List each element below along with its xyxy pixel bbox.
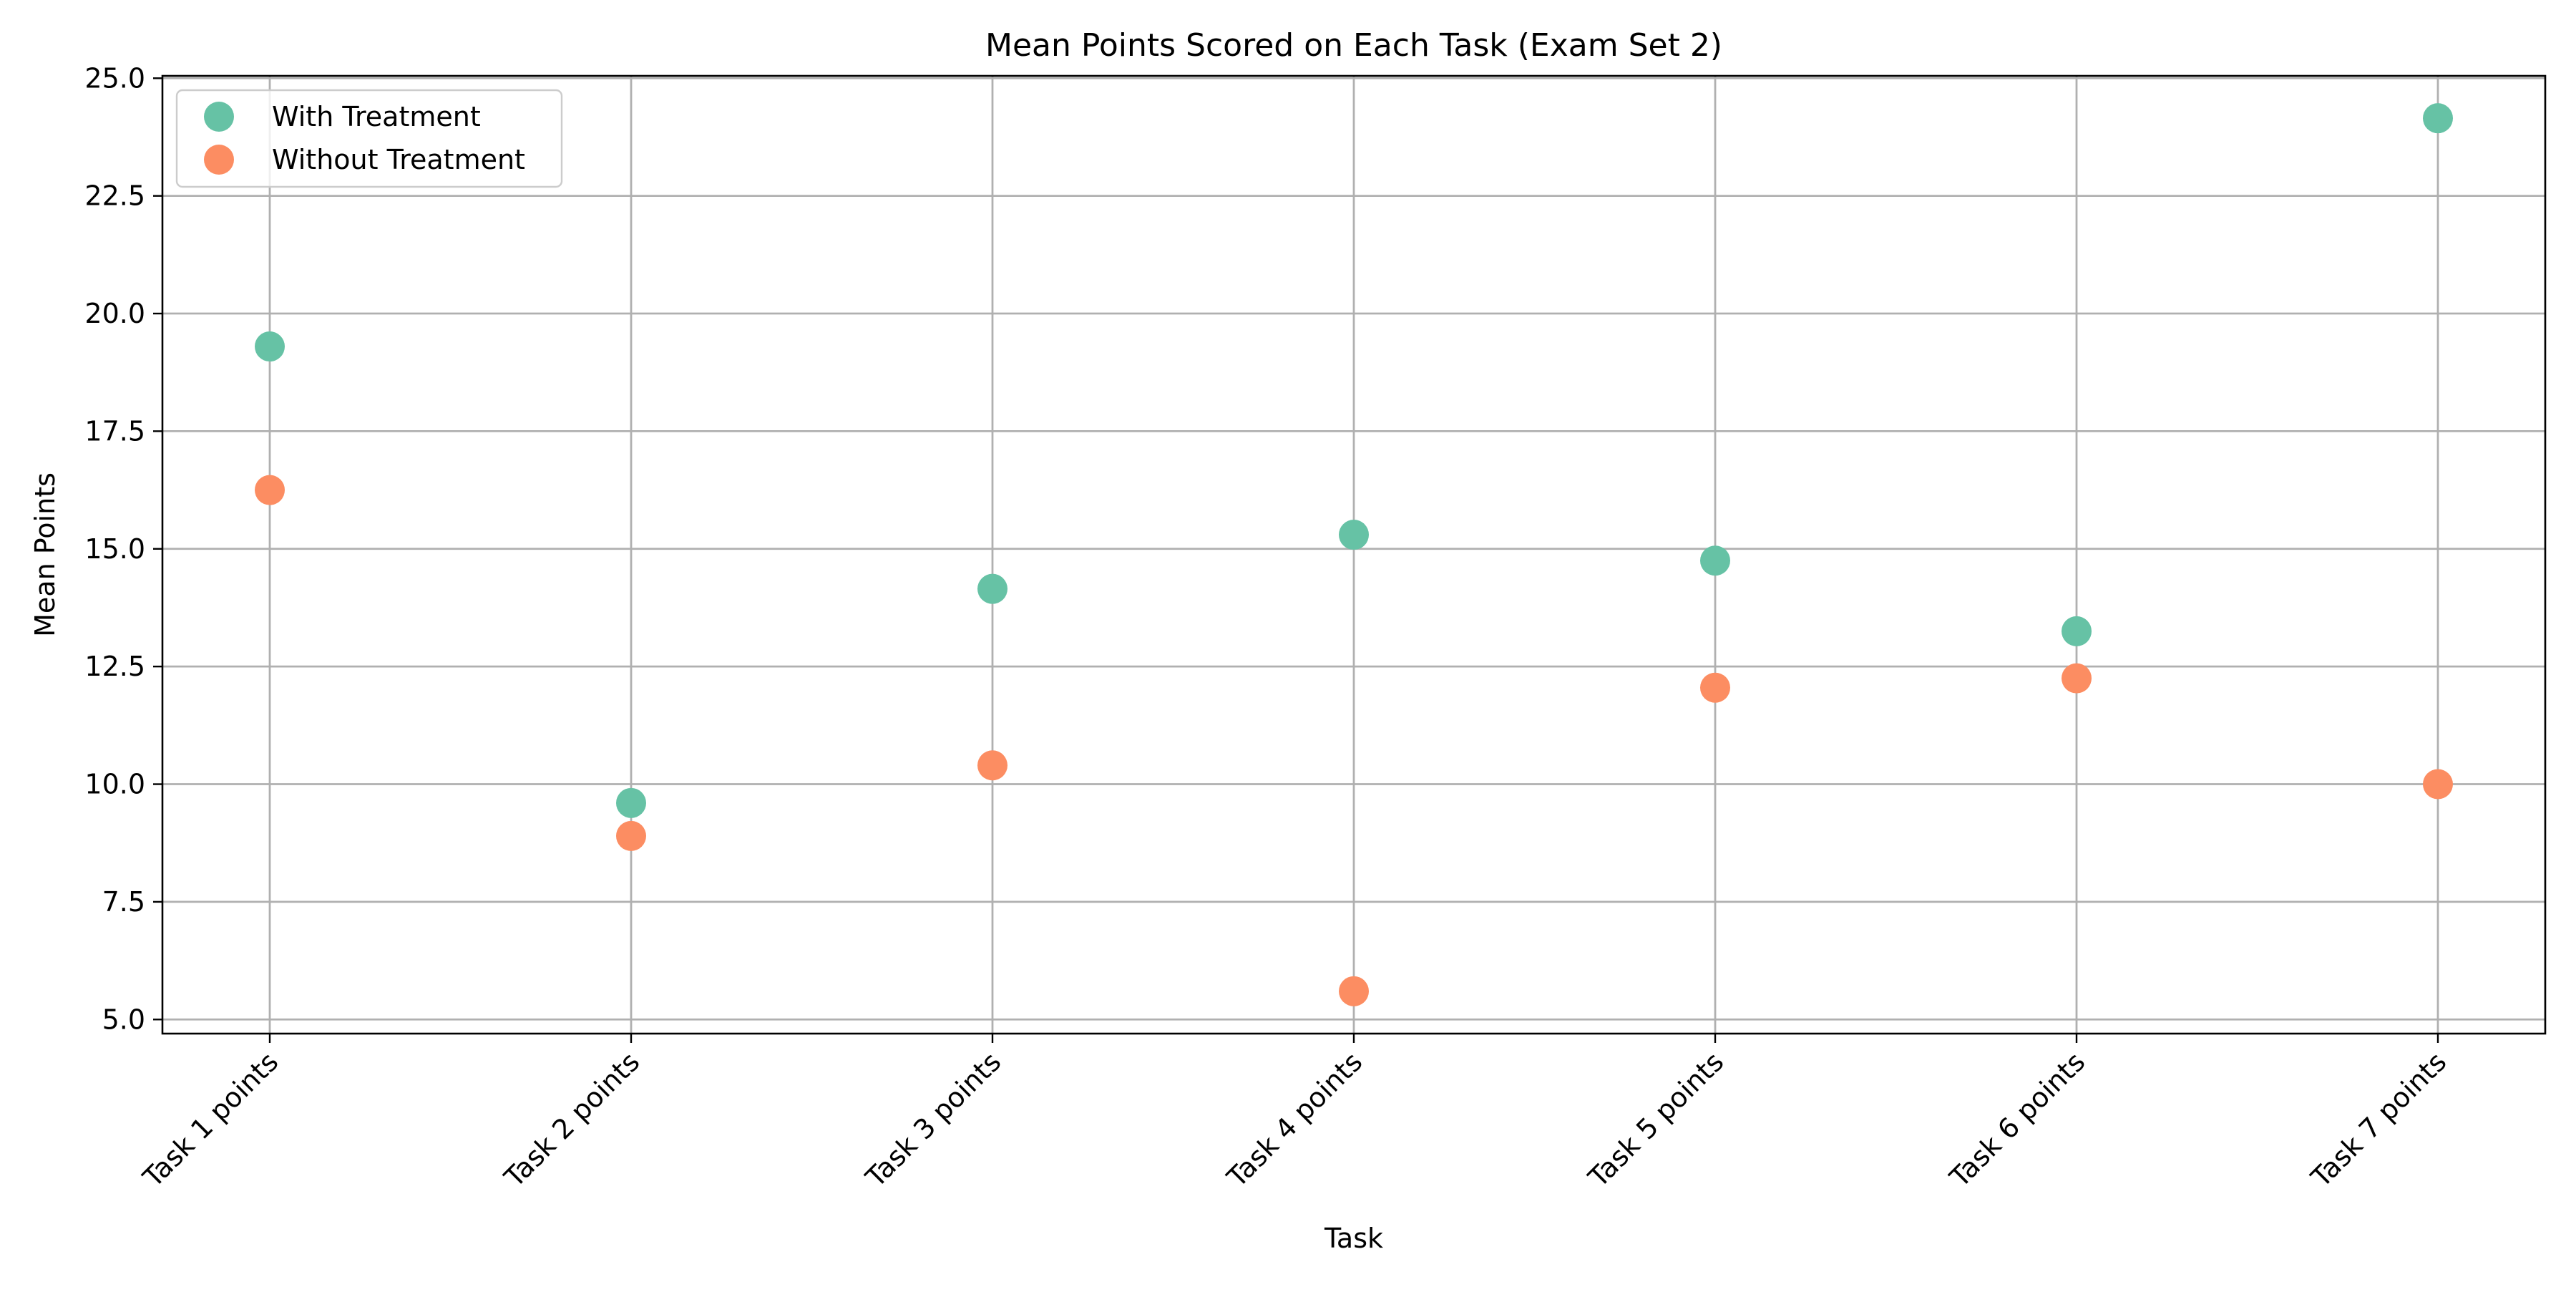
without-treatment-point xyxy=(2062,663,2092,694)
legend: With Treatment Without Treatment xyxy=(175,89,563,188)
x-tick-label: Task 3 points xyxy=(859,1046,1008,1194)
without-treatment-point xyxy=(616,820,646,851)
with-treatment-point xyxy=(616,787,646,818)
x-tick-label: Task 7 points xyxy=(2305,1046,2453,1194)
with-treatment-point xyxy=(977,573,1008,604)
y-tick-label: 10.0 xyxy=(84,769,145,800)
x-tick-label: Task 2 points xyxy=(498,1046,646,1194)
legend-marker xyxy=(204,145,234,175)
x-tick-label: Task 4 points xyxy=(1221,1046,1369,1194)
x-tick-label: Task 6 points xyxy=(1943,1046,2092,1194)
without-treatment-point xyxy=(1339,976,1369,1006)
y-tick-label: 17.5 xyxy=(84,415,145,447)
y-tick-label: 15.0 xyxy=(84,533,145,565)
grid-layer xyxy=(162,76,2545,1034)
x-tick-label: Task 5 points xyxy=(1582,1046,1730,1194)
ticks-layer: 5.0 7.5 10.0 12.5 15.0 17.5 20.0 22.5 25.0 Task 1… xyxy=(84,62,2452,1193)
legend-box xyxy=(175,89,563,188)
x-tick-label: Task 1 points xyxy=(137,1046,285,1194)
without-treatment-point xyxy=(255,475,285,505)
with-treatment-point xyxy=(255,331,285,362)
chart-title: Mean Points Scored on Each Task (Exam Se… xyxy=(985,27,1722,64)
legend-label: Without Treatment xyxy=(272,144,525,175)
with-treatment-point xyxy=(2062,616,2092,646)
y-tick-label: 22.5 xyxy=(84,180,145,212)
legend-label: With Treatment xyxy=(272,101,481,132)
legend-marker xyxy=(204,102,234,132)
without-treatment-point xyxy=(2423,769,2453,800)
y-tick-label: 5.0 xyxy=(102,1004,145,1035)
y-tick-label: 12.5 xyxy=(84,651,145,682)
without-treatment-point xyxy=(1700,672,1730,703)
x-axis-label: Task xyxy=(1324,1223,1383,1254)
with-treatment-point xyxy=(1700,545,1730,576)
y-tick-label: 25.0 xyxy=(84,62,145,94)
with-treatment-point xyxy=(1339,520,1369,550)
with-treatment-point xyxy=(2423,103,2453,134)
points-layer xyxy=(255,103,2453,1006)
y-tick-label: 7.5 xyxy=(102,886,145,918)
without-treatment-point xyxy=(977,750,1008,781)
y-axis-label: Mean Points xyxy=(29,472,61,637)
y-tick-label: 20.0 xyxy=(84,298,145,329)
